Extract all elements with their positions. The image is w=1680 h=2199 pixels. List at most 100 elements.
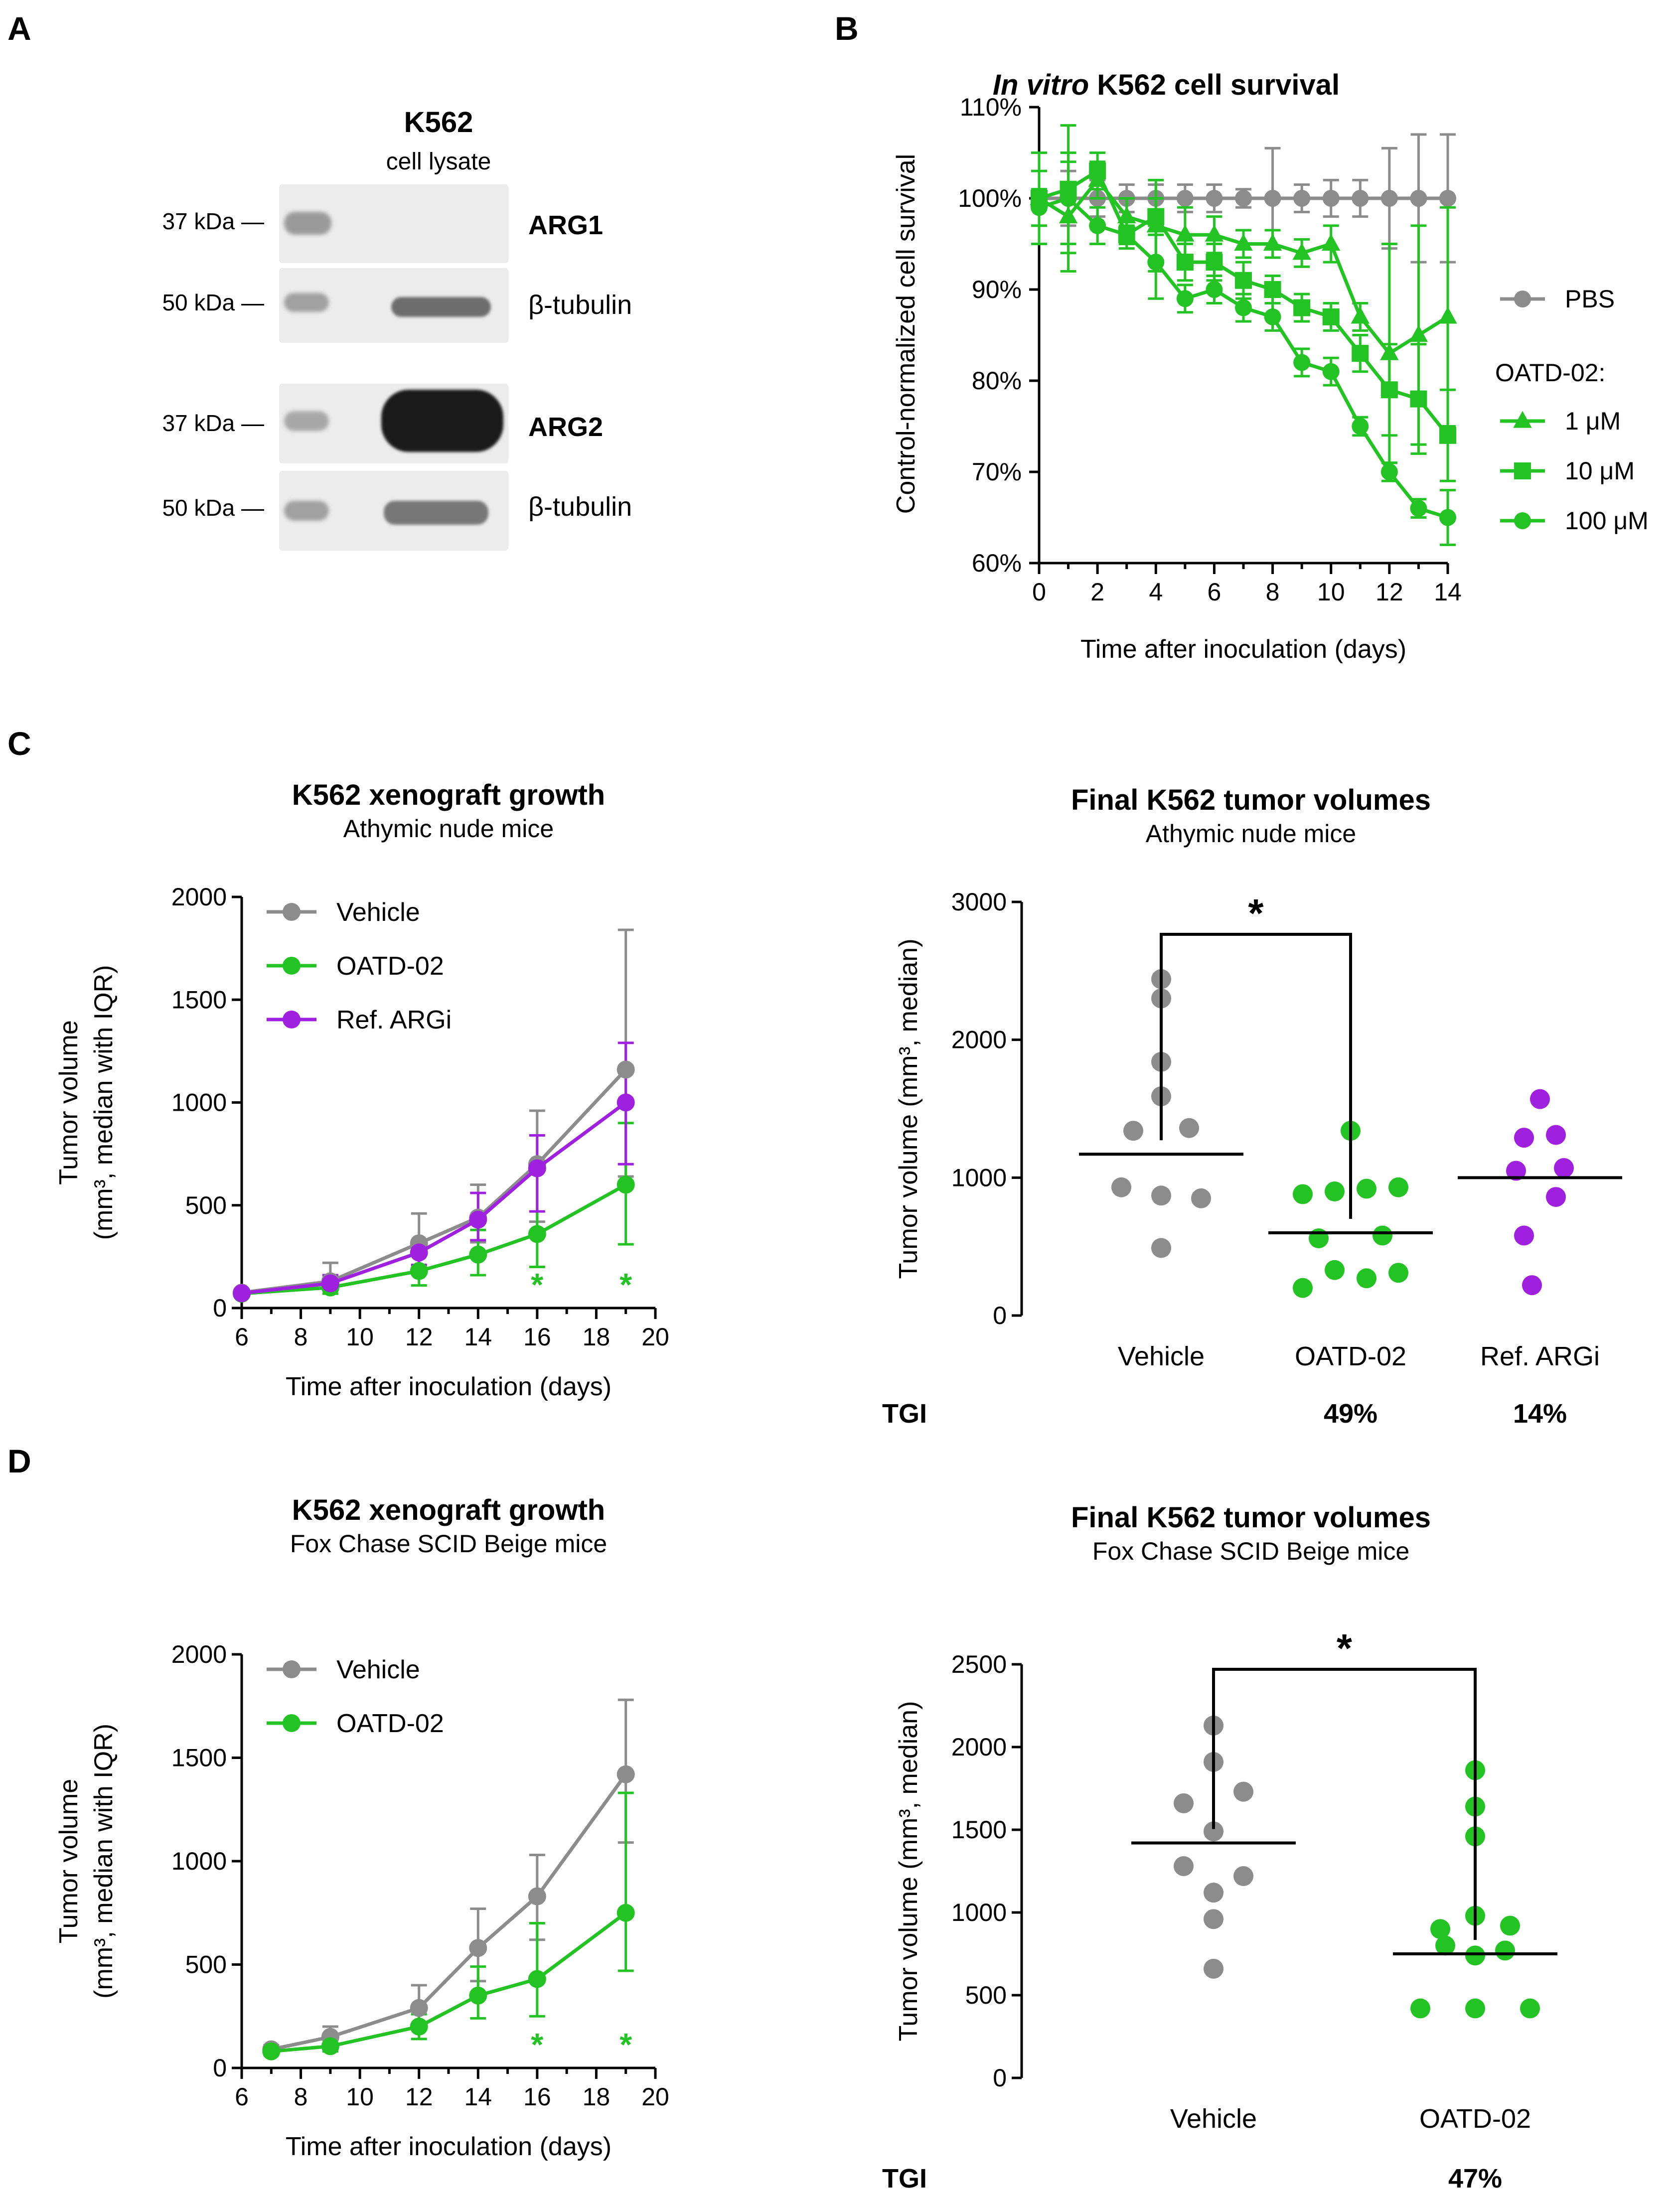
- data-point: [1123, 1121, 1143, 1141]
- series-line: [271, 1911, 627, 2053]
- y-axis-label: (mm³, median with IQR): [89, 965, 118, 1240]
- data-point: [1352, 190, 1369, 207]
- category-label: Ref. ARGi: [1480, 1341, 1600, 1371]
- data-point: [1465, 1945, 1485, 1966]
- data-point: [1352, 418, 1369, 435]
- data-point: [1204, 1909, 1223, 1929]
- data-point: [1176, 190, 1194, 207]
- data-point: [1176, 254, 1194, 271]
- x-tick-label: 8: [1266, 578, 1280, 606]
- y-axis-label: Tumor volume: [54, 1779, 83, 1943]
- significance-star: *: [619, 1267, 632, 1303]
- data-point: [410, 1999, 428, 2017]
- band-label-tubulin: β-tubulin: [528, 492, 632, 522]
- blot-tubulin-2: [279, 471, 508, 551]
- band-label-arg2: ARG2: [528, 412, 603, 442]
- legend-label: 100 μM: [1565, 507, 1649, 535]
- blot-arg1: [279, 184, 508, 263]
- data-point: [1439, 509, 1456, 526]
- y-tick-label: 0: [993, 2064, 1007, 2092]
- y-tick-label: 1000: [171, 1089, 227, 1117]
- data-point: [1235, 299, 1252, 316]
- data-point: [1322, 363, 1340, 380]
- data-point: [410, 2018, 428, 2036]
- x-tick-label: 6: [235, 1323, 249, 1351]
- legend-label: Vehicle: [336, 1655, 420, 1684]
- data-point: [1293, 1184, 1313, 1204]
- panel-label-c: C: [7, 725, 31, 762]
- panel-label-d: D: [7, 1443, 31, 1479]
- x-tick-label: 18: [583, 2083, 611, 2111]
- data-point: [1325, 1181, 1345, 1201]
- x-tick-label: 0: [1032, 578, 1046, 606]
- data-point: [410, 1243, 428, 1262]
- data-point: [321, 2037, 339, 2055]
- y-tick-label: 1500: [171, 1744, 227, 1772]
- data-point: [1293, 190, 1311, 207]
- x-axis-label: Time after inoculation (days): [286, 2132, 611, 2161]
- tgi-value: 47%: [1448, 2164, 1502, 2194]
- x-tick-label: 4: [1149, 578, 1163, 606]
- data-point: [1435, 1935, 1455, 1956]
- data-point: [1174, 1793, 1194, 1813]
- data-point: [1292, 243, 1311, 260]
- data-point: [1174, 1856, 1194, 1877]
- y-tick-label: 3000: [951, 888, 1007, 916]
- significance-star: *: [1248, 891, 1264, 935]
- band-label-tubulin: β-tubulin: [528, 290, 632, 320]
- data-point: [616, 1765, 635, 1783]
- data-point: [1439, 190, 1456, 207]
- significance-bracket: [1160, 933, 1352, 1219]
- y-tick-label: 500: [965, 1981, 1007, 2009]
- chart-title: K562 xenograft growth: [292, 1494, 605, 1526]
- data-point: [1380, 190, 1398, 207]
- data-point: [528, 1887, 546, 1906]
- x-tick-label: 2: [1090, 578, 1104, 606]
- data-point: [1293, 299, 1311, 316]
- category-label: Vehicle: [1118, 1341, 1205, 1371]
- legend-marker: [283, 1011, 301, 1028]
- data-point: [1522, 1275, 1542, 1296]
- data-point: [1060, 190, 1077, 207]
- band-label-arg1: ARG1: [528, 210, 603, 240]
- y-tick-label: 2000: [951, 1733, 1007, 1761]
- data-point: [469, 1986, 487, 2005]
- x-tick-label: 14: [464, 2083, 492, 2111]
- data-point: [1204, 1821, 1223, 1842]
- marker-label: 37 kDa —: [162, 208, 264, 234]
- y-tick-label: 110%: [960, 93, 1022, 121]
- data-point: [469, 1939, 487, 1957]
- x-axis-label: Time after inoculation (days): [286, 1372, 611, 1401]
- data-point: [1293, 354, 1311, 371]
- y-tick-label: 2500: [951, 1650, 1007, 1678]
- data-point: [1554, 1158, 1574, 1178]
- data-point: [1373, 1225, 1392, 1246]
- legend-group-title: OATD-02:: [1495, 359, 1605, 387]
- data-point: [1204, 1958, 1223, 1979]
- panel-label-a: A: [7, 10, 31, 47]
- y-axis-label: Tumor volume: [54, 1020, 83, 1184]
- y-tick-label: 100%: [958, 184, 1022, 212]
- x-tick-label: 12: [405, 2083, 433, 2111]
- data-point: [1263, 234, 1282, 251]
- data-point: [1206, 254, 1223, 271]
- blot-band: [284, 293, 329, 312]
- y-tick-label: 60%: [972, 549, 1022, 577]
- legend-marker: [1514, 462, 1531, 479]
- y-tick-label: 0: [213, 2054, 227, 2082]
- x-tick-label: 10: [1317, 578, 1345, 606]
- data-point: [1520, 1998, 1540, 2019]
- category-label: Vehicle: [1170, 2104, 1257, 2134]
- x-tick-label: 8: [294, 2083, 308, 2111]
- panel-label-b: B: [835, 10, 859, 47]
- legend-label: Vehicle: [336, 898, 420, 927]
- data-point: [1233, 1866, 1253, 1886]
- legend-marker: [1514, 291, 1531, 307]
- data-point: [616, 1175, 635, 1194]
- data-point: [1147, 208, 1165, 225]
- blot-band: [384, 501, 488, 525]
- chart-title-italic: In vitro: [993, 69, 1089, 101]
- y-axis-label: Tumor volume (mm³, median): [894, 1701, 923, 2042]
- y-tick-label: 2000: [171, 883, 227, 911]
- data-point: [1206, 190, 1223, 207]
